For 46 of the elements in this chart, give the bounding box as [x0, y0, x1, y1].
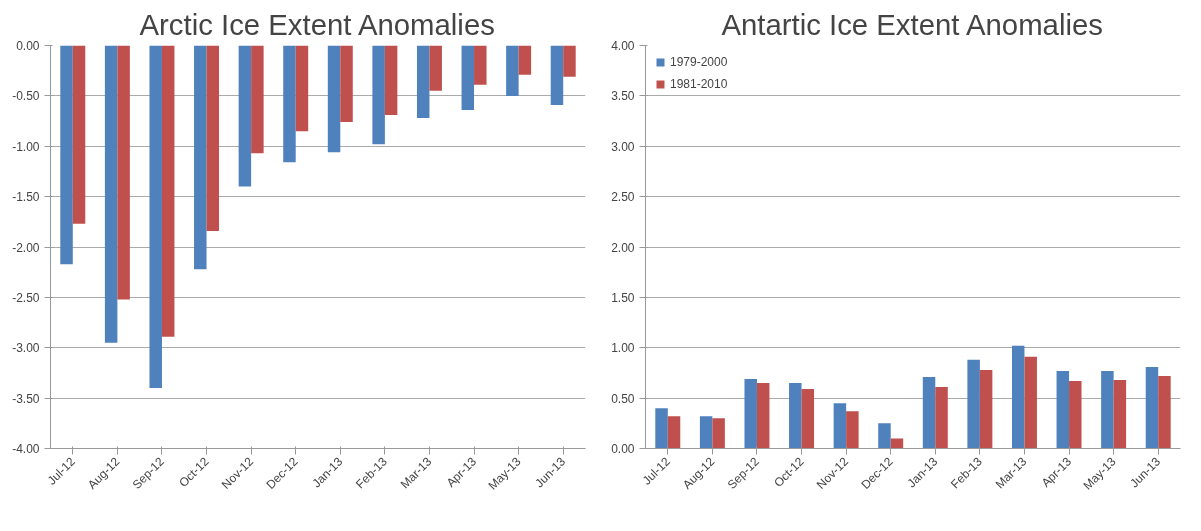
bar [667, 416, 681, 449]
chart-title: Arctic Ice Extent Anomalies [139, 7, 495, 41]
bar [1069, 381, 1082, 449]
bar [1011, 345, 1025, 449]
bar [878, 423, 891, 449]
y-tick-label: -2.00 [12, 240, 40, 255]
bar [935, 387, 948, 449]
y-tick-label: -1.00 [12, 139, 40, 154]
bar [979, 369, 993, 449]
y-tick-label: -4.00 [12, 442, 40, 456]
y-tick-label: 0.00 [16, 39, 40, 53]
legend-label: 1979-2000 [670, 55, 728, 69]
y-tick-label: -3.00 [12, 341, 40, 356]
y-tick-label: -0.50 [12, 89, 40, 104]
bar [890, 438, 904, 449]
bar [712, 418, 725, 449]
bar [744, 378, 757, 449]
y-tick-label: 1.50 [611, 290, 635, 305]
y-tick-label: 0.50 [611, 391, 635, 406]
bar [699, 416, 713, 449]
y-tick-label: -1.50 [12, 190, 40, 205]
y-tick-label: -3.50 [12, 391, 40, 406]
legend-label: 1981-2010 [670, 77, 728, 91]
bar [655, 408, 668, 449]
bar [801, 389, 815, 449]
bar [1158, 375, 1171, 449]
bar [846, 411, 859, 449]
chart-title: Antartic Ice Extent Anomalies [721, 7, 1103, 41]
bar [833, 403, 847, 449]
bar [1101, 370, 1114, 449]
bar [756, 383, 770, 449]
y-tick-label: 2.00 [611, 240, 635, 255]
y-tick-label: -2.50 [12, 290, 40, 305]
bar [922, 376, 936, 449]
bar [967, 359, 980, 449]
bar [1056, 370, 1070, 449]
bar [1024, 356, 1037, 449]
y-tick-label: 3.00 [611, 139, 635, 154]
y-tick-label: 4.00 [611, 39, 635, 53]
y-tick-label: 0.00 [611, 442, 635, 456]
bar [1113, 379, 1127, 449]
y-tick-label: 3.50 [611, 89, 635, 104]
y-tick-label: 2.50 [611, 190, 635, 205]
y-tick-label: 1.00 [611, 341, 635, 356]
bar [789, 383, 802, 449]
bar [1145, 366, 1159, 449]
